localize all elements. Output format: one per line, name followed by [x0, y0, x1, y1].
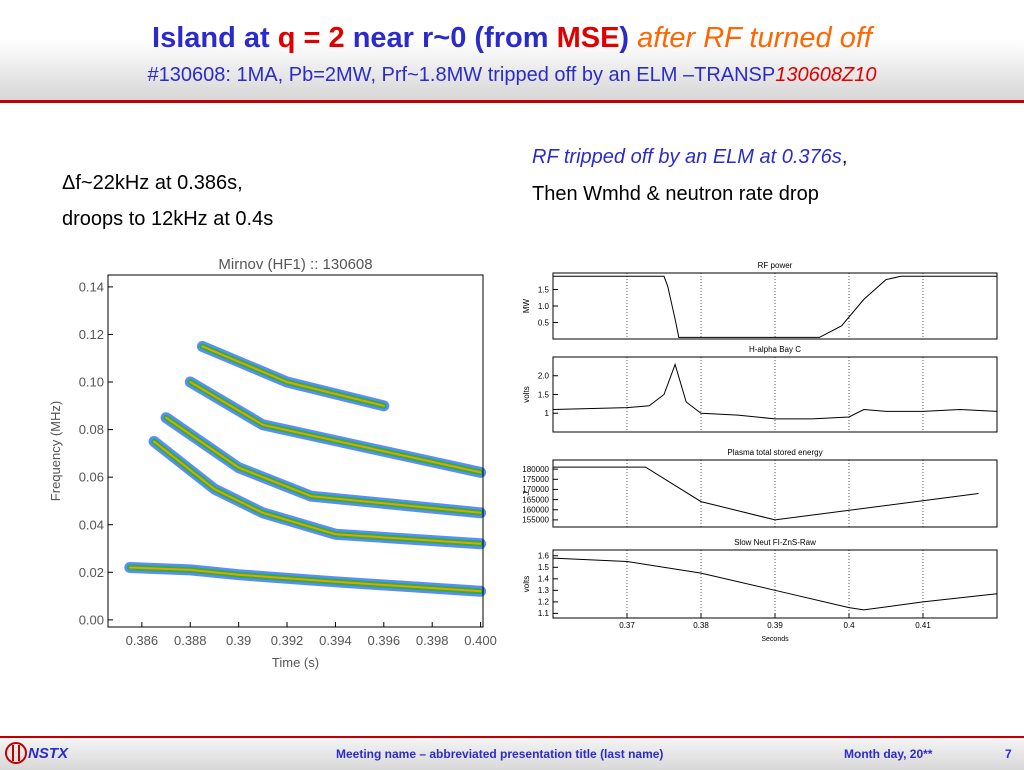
- y-axis-label: MW: [522, 298, 531, 313]
- trace: [553, 466, 979, 521]
- x-tick-label: 0.388: [174, 633, 207, 648]
- y-tick-label: 0.5: [538, 318, 550, 327]
- footer-text: Month day, 20**: [844, 747, 933, 761]
- mode-band-core: [128, 566, 482, 593]
- plot-frame: [107, 274, 484, 628]
- y-axis-label: Frequency (MHz): [48, 401, 63, 501]
- plot-frame: [552, 272, 998, 340]
- x-tick-label: 0.400: [464, 633, 497, 648]
- plot-frame: [552, 459, 998, 528]
- subtitle-text: 130608Z10: [775, 64, 877, 86]
- y-tick-label: 165000: [522, 495, 549, 504]
- y-axis-label: J: [522, 492, 531, 496]
- mode-band-core: [201, 345, 385, 407]
- title-text: ): [619, 22, 630, 54]
- logo-text: NSTX: [28, 745, 69, 762]
- x-tick-label: 0.392: [271, 633, 304, 648]
- y-tick-label: 1: [545, 409, 550, 418]
- subtitle-text: #130608: 1MA, Pb=2MW, Prf~1.8MW tripped …: [147, 64, 776, 86]
- y-tick-label: 1.5: [538, 563, 550, 572]
- x-axis-label: Time (s): [272, 655, 319, 670]
- mode-band-core: [153, 440, 482, 545]
- body-text: droops to 12kHz at 0.4s: [62, 208, 274, 230]
- x-tick-label: 0.38: [693, 621, 709, 630]
- trace: [552, 362, 998, 420]
- title-text: after RF turned off: [629, 22, 872, 54]
- y-tick-label: 0.08: [79, 422, 104, 437]
- mode-band-core: [165, 416, 482, 514]
- chart-title: Mirnov (HF1) :: 130608: [218, 256, 372, 273]
- x-tick-label: 0.4: [843, 621, 855, 630]
- title-text: q = 2: [277, 22, 345, 54]
- y-tick-label: 1.3: [538, 586, 550, 595]
- x-tick-label: 0.394: [319, 633, 352, 648]
- x-tick-label: 0.39: [767, 621, 783, 630]
- y-tick-label: 0.02: [79, 565, 104, 580]
- y-tick-label: 170000: [522, 485, 549, 494]
- footer: NSTX Meeting name – abbreviated presenta…: [0, 736, 1024, 770]
- x-tick-label: 0.398: [416, 633, 449, 648]
- body-text: RF tripped off by an ELM at 0.376s: [532, 146, 842, 168]
- y-tick-label: 0.14: [79, 279, 104, 294]
- logo-icon: [5, 742, 27, 764]
- footer-text: Meeting name – abbreviated presentation …: [336, 747, 664, 761]
- x-tick-label: 0.41: [915, 621, 931, 630]
- y-tick-label: 175000: [522, 475, 549, 484]
- y-tick-label: 1.0: [538, 302, 550, 311]
- y-axis-label: volts: [522, 576, 531, 592]
- x-tick-label: 0.386: [126, 633, 159, 648]
- y-tick-label: 0.04: [79, 517, 104, 532]
- title-text: MSE: [556, 22, 620, 54]
- body-text: Δf~22kHz at 0.386s,: [62, 172, 243, 194]
- body-text: ,: [841, 146, 848, 168]
- y-tick-label: 0.00: [79, 612, 104, 627]
- x-tick-label: 0.37: [619, 621, 635, 630]
- chart-title: Slow Neut FI-ZnS-Raw: [734, 538, 816, 547]
- y-tick-label: 160000: [522, 506, 549, 515]
- y-tick-label: 0.06: [79, 470, 104, 485]
- x-axis-label: Seconds: [761, 636, 789, 643]
- chart-title: H-alpha Bay C: [749, 345, 801, 354]
- chart-title: Plasma total stored energy: [727, 448, 822, 457]
- plot-frame: [552, 356, 998, 433]
- body-text: Then Wmhd & neutron rate drop: [532, 183, 819, 205]
- page-number: 7: [1005, 747, 1012, 761]
- y-tick-label: 0.10: [79, 375, 104, 390]
- x-tick-label: 0.39: [226, 633, 251, 648]
- header: Island at q = 2 near r~0 (from MSE) afte…: [0, 0, 1024, 103]
- y-tick-label: 1.2: [538, 598, 550, 607]
- y-tick-label: 1.4: [538, 575, 550, 584]
- y-axis-label: volts: [522, 386, 531, 402]
- y-tick-label: 0.12: [79, 327, 104, 342]
- y-tick-label: 180000: [522, 465, 549, 474]
- title-text: near r~0 (from: [344, 22, 557, 54]
- chart-title: RF power: [758, 261, 793, 270]
- trace: [553, 275, 997, 338]
- y-tick-label: 1.5: [538, 390, 550, 399]
- title-text: Island at: [152, 22, 278, 54]
- x-tick-label: 0.396: [368, 633, 401, 648]
- y-tick-label: 1.1: [538, 609, 550, 618]
- title: Island at q = 2 near r~0 (from MSE) afte…: [0, 22, 1024, 55]
- y-tick-label: 1.6: [538, 552, 550, 561]
- trace: [552, 557, 998, 611]
- y-tick-label: 2.0: [538, 372, 550, 381]
- subtitle: #130608: 1MA, Pb=2MW, Prf~1.8MW tripped …: [0, 64, 1024, 87]
- y-tick-label: 1.5: [538, 285, 550, 294]
- plot-frame: [552, 549, 998, 619]
- y-tick-label: 155000: [522, 516, 549, 525]
- mode-band-core: [189, 381, 482, 474]
